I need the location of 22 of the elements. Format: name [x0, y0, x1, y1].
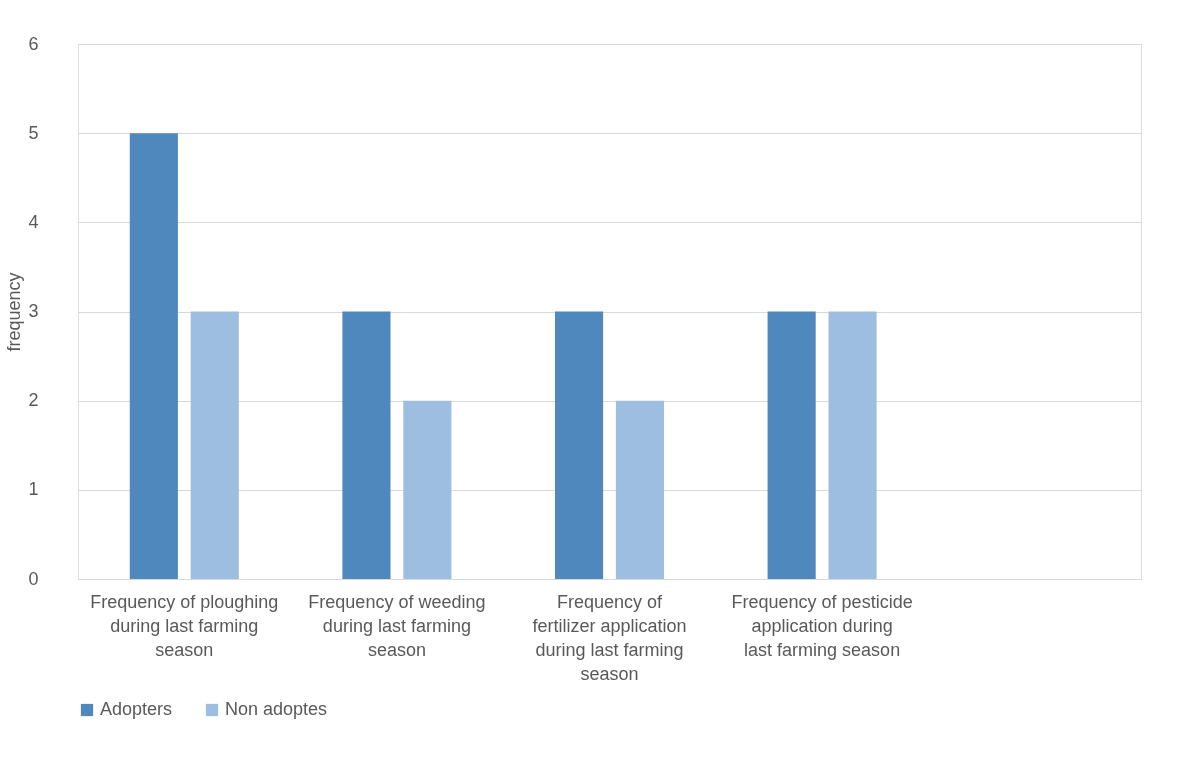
- bar: [554, 311, 604, 579]
- y-tick-label: 1: [28, 479, 39, 500]
- bar: [615, 400, 665, 579]
- bar: [129, 133, 178, 579]
- y-tick-label: 4: [28, 211, 39, 232]
- bar: [342, 311, 391, 579]
- y-axis-title: frequency: [4, 272, 25, 352]
- y-tick-label: 2: [28, 390, 39, 411]
- y-tick-label: 3: [28, 301, 39, 321]
- bar: [403, 400, 452, 579]
- x-tick-label: Frequency of ploughing during last farming season: [90, 591, 279, 660]
- legend-label: Non adoptes: [225, 699, 328, 719]
- x-tick-label: Frequency of fertilizer application during last farming season: [532, 591, 687, 684]
- bar: [190, 311, 239, 579]
- bar: [767, 311, 816, 579]
- y-tick-label: 5: [28, 122, 39, 143]
- legend-label: Adopters: [100, 699, 173, 719]
- y-tick-label: 0: [28, 568, 39, 589]
- bar: [828, 311, 877, 579]
- y-tick-label: 6: [28, 33, 39, 54]
- x-tick-label: Frequency of pesticide application during last farming season: [731, 591, 913, 660]
- x-tick-label: Frequency of weeding during last farming season: [308, 591, 486, 660]
